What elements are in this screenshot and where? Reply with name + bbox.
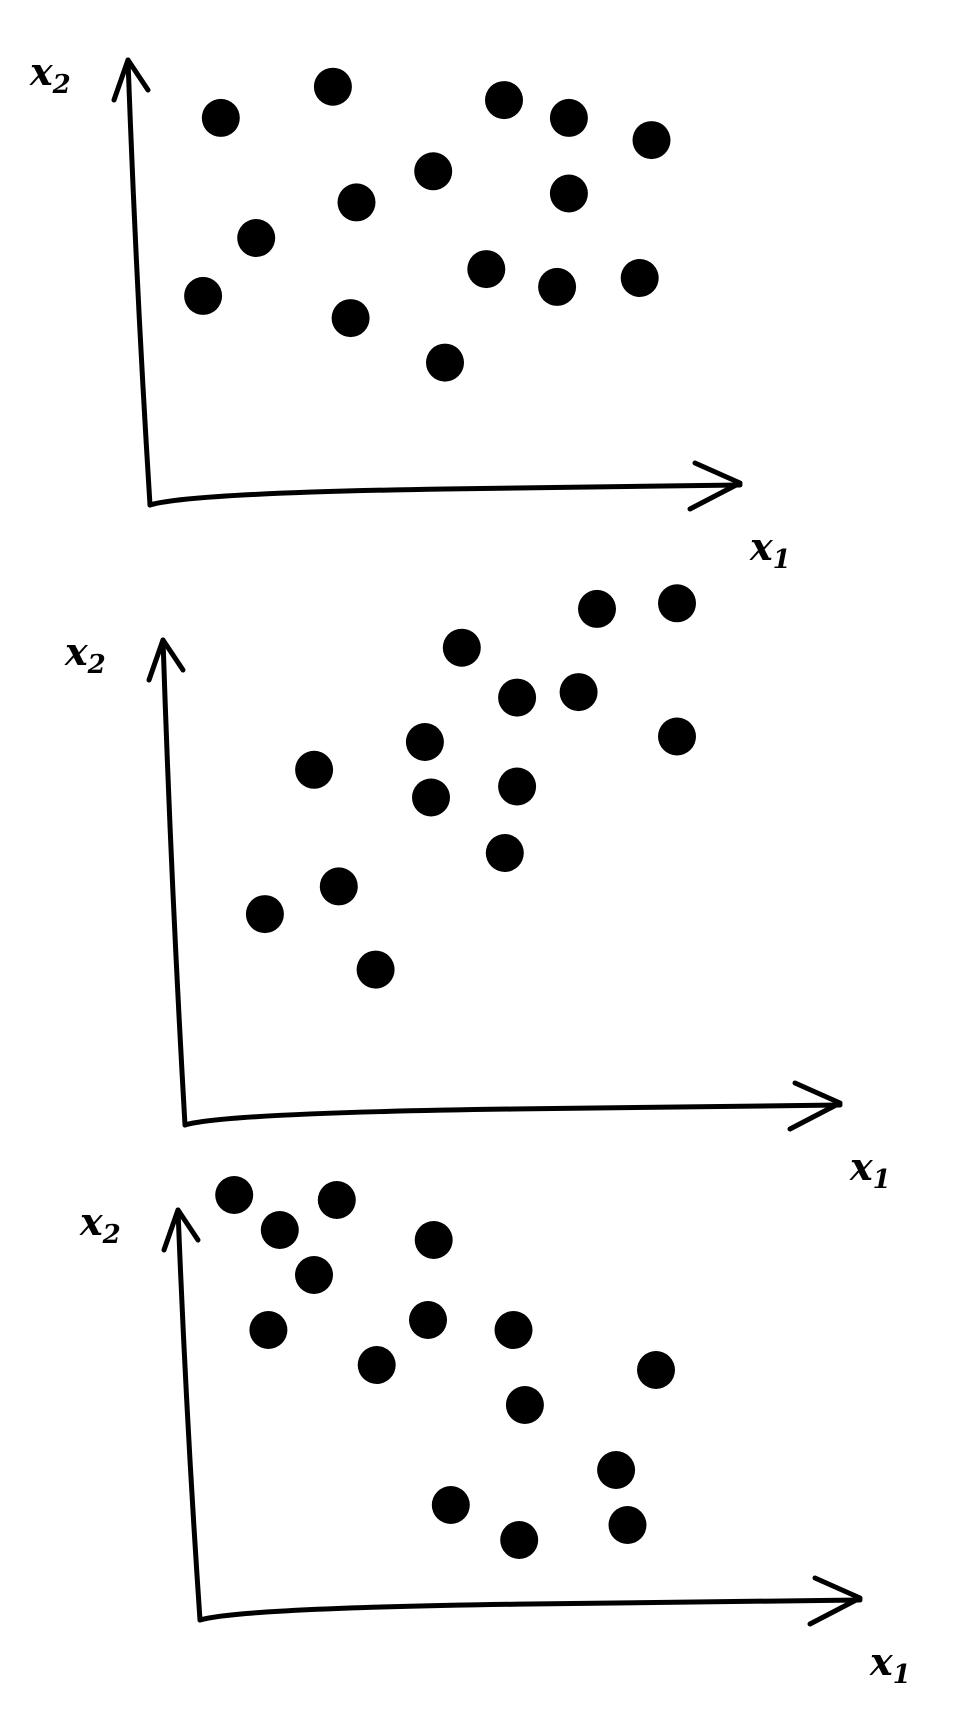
data-point: [317, 1181, 356, 1219]
data-point: [295, 750, 334, 789]
y-axis-arrowhead: [161, 1207, 201, 1253]
data-point: [260, 1211, 299, 1249]
data-point: [201, 98, 240, 137]
data-point: [337, 183, 376, 222]
data-point: [426, 343, 464, 382]
data-point: [559, 673, 598, 712]
data-point: [608, 1506, 647, 1544]
data-point: [431, 1486, 470, 1524]
x-axis-arrowhead: [807, 1575, 863, 1627]
x-axis: [147, 482, 743, 508]
data-point: [331, 299, 370, 338]
scatter-plot-2: x2 x1: [64, 584, 891, 1195]
data-point: [597, 1451, 636, 1489]
data-point: [184, 276, 223, 315]
y-axis-arrowhead: [146, 637, 186, 683]
data-point: [357, 1346, 396, 1384]
data-point: [313, 67, 352, 106]
data-point: [414, 152, 453, 191]
scatter-plot-1: x2 x1: [29, 49, 791, 575]
data-point: [237, 219, 276, 257]
data-point: [405, 723, 444, 761]
data-point: [620, 259, 659, 297]
y-axis: [175, 1207, 203, 1623]
data-point: [412, 778, 450, 817]
data-point: [658, 717, 696, 756]
data-point: [498, 767, 537, 806]
scatter-plot-3: x2 x1: [79, 1176, 911, 1690]
data-point: [549, 98, 588, 137]
data-point: [356, 950, 395, 989]
y-axis-label: x2: [79, 1199, 121, 1250]
data-point: [485, 834, 524, 872]
y-axis: [160, 637, 188, 1128]
plots-layer: x2 x1 x2 x1 x2 x1: [29, 49, 911, 1690]
data-point: [637, 1351, 675, 1389]
y-axis-label: x2: [29, 49, 71, 100]
x-axis: [182, 1102, 843, 1128]
data-point: [467, 250, 506, 289]
data-point: [485, 81, 523, 120]
data-point: [658, 584, 696, 623]
data-point: [549, 174, 588, 213]
x-axis-arrowhead: [787, 1080, 843, 1132]
data-point: [245, 895, 284, 934]
data-point: [414, 1221, 453, 1259]
data-point: [494, 1311, 533, 1349]
y-axis: [125, 57, 153, 508]
data-point: [498, 678, 537, 717]
data-point: [215, 1176, 254, 1214]
data-point: [538, 267, 577, 306]
data-point: [442, 628, 481, 667]
x-axis-label: x1: [869, 1639, 911, 1690]
data-point: [319, 867, 358, 906]
data-point: [632, 121, 671, 160]
x-axis-arrowhead: [687, 460, 743, 512]
x-axis-label: x1: [849, 1144, 891, 1195]
data-point: [500, 1521, 539, 1559]
y-axis-label: x2: [64, 629, 106, 680]
x-axis-label: x1: [749, 524, 791, 575]
data-point: [578, 589, 616, 628]
data-point: [249, 1311, 288, 1349]
data-point: [409, 1301, 447, 1339]
data-point: [505, 1386, 544, 1424]
y-axis-arrowhead: [111, 57, 151, 103]
data-point: [295, 1256, 333, 1294]
x-axis: [197, 1597, 863, 1623]
